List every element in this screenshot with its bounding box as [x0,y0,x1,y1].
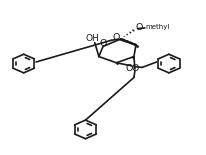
Text: O: O [99,39,107,48]
Text: O: O [125,64,132,73]
Text: O: O [112,33,119,42]
Text: O: O [136,23,143,32]
Text: methyl: methyl [146,24,170,30]
Text: OH: OH [86,34,99,43]
Text: O: O [132,64,139,73]
